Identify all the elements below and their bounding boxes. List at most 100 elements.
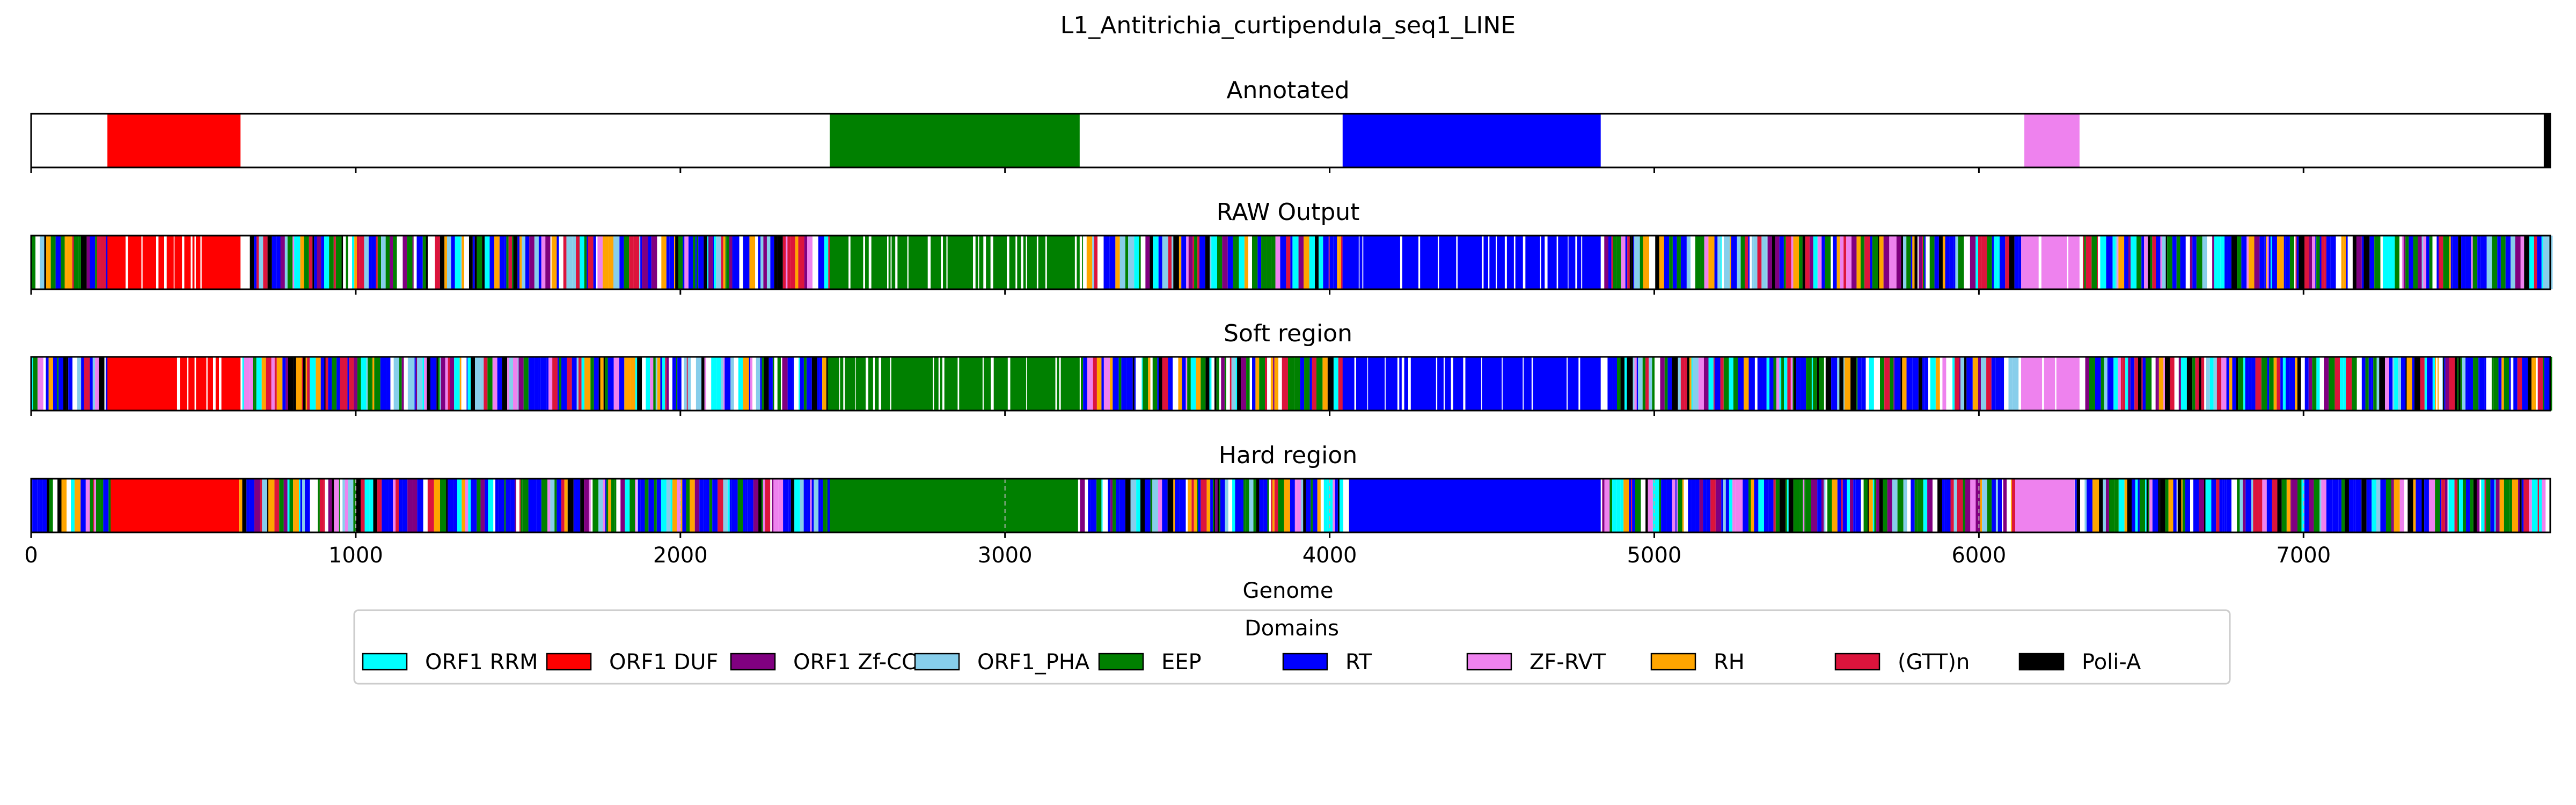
noise-stripe <box>2484 357 2486 411</box>
noise-stripe <box>2473 479 2477 532</box>
noise-stripe <box>332 357 337 411</box>
gap-stripe <box>863 236 865 289</box>
noise-stripe <box>372 357 375 411</box>
noise-stripe <box>724 357 731 411</box>
noise-stripe <box>2014 357 2019 411</box>
noise-stripe <box>1226 357 1230 411</box>
noise-stripe <box>2139 479 2146 532</box>
noise-stripe <box>584 357 591 411</box>
noise-stripe <box>282 357 286 411</box>
noise-stripe <box>729 479 732 532</box>
noise-stripe <box>2282 236 2284 289</box>
noise-stripe <box>2268 236 2271 289</box>
noise-stripe <box>1115 236 1120 289</box>
noise-stripe <box>287 479 290 532</box>
noise-stripe <box>1080 357 1084 411</box>
noise-stripe <box>50 236 56 289</box>
noise-stripe <box>1269 479 1271 532</box>
noise-stripe <box>2429 236 2433 289</box>
noise-stripe <box>462 479 465 532</box>
noise-stripe <box>1958 236 1964 289</box>
noise-stripe <box>2356 236 2362 289</box>
noise-stripe <box>440 236 445 289</box>
noise-stripe <box>650 357 654 411</box>
noise-stripe <box>1659 479 1662 532</box>
gap-stripe <box>895 236 898 289</box>
noise-stripe <box>274 479 280 532</box>
noise-stripe <box>2216 357 2222 411</box>
noise-stripe <box>635 479 637 532</box>
noise-stripe <box>1863 479 1868 532</box>
gap-stripe <box>1362 236 1364 289</box>
noise-stripe <box>1620 357 1625 411</box>
noise-stripe <box>2254 236 2260 289</box>
noise-stripe <box>361 479 365 532</box>
noise-stripe <box>415 357 418 411</box>
noise-stripe <box>1145 236 1150 289</box>
noise-stripe <box>2204 479 2206 532</box>
noise-stripe <box>690 479 695 532</box>
noise-stripe <box>777 357 781 411</box>
noise-stripe <box>826 479 828 532</box>
noise-stripe <box>697 236 699 289</box>
legend-swatch-rt <box>1282 653 1328 671</box>
noise-stripe <box>821 479 823 532</box>
noise-stripe <box>806 357 812 411</box>
noise-stripe <box>1714 236 1718 289</box>
noise-stripe <box>567 357 572 411</box>
noise-stripe <box>302 357 303 411</box>
noise-stripe <box>1655 236 1659 289</box>
noise-stripe <box>1601 357 1608 411</box>
noise-stripe <box>2471 236 2473 289</box>
noise-stripe <box>2361 479 2367 532</box>
noise-stripe <box>1627 357 1633 411</box>
noise-stripe <box>2272 479 2278 532</box>
noise-stripe <box>625 479 630 532</box>
noise-stripe <box>817 357 820 411</box>
noise-stripe <box>1649 236 1656 289</box>
gap-stripe <box>982 357 984 411</box>
noise-stripe <box>590 479 593 532</box>
noise-stripe <box>2295 357 2297 411</box>
noise-stripe <box>468 479 471 532</box>
noise-stripe <box>589 479 591 532</box>
noise-stripe <box>31 357 33 411</box>
noise-stripe <box>1839 357 1843 411</box>
noise-stripe <box>1608 236 1610 289</box>
noise-stripe <box>2500 236 2506 289</box>
panel-raw-output: RAW Output <box>30 199 2553 295</box>
noise-stripe <box>1301 479 1304 532</box>
noise-stripe <box>1805 479 1811 532</box>
noise-stripe <box>2366 479 2369 532</box>
noise-stripe <box>1949 236 1953 289</box>
noise-stripe <box>693 236 696 289</box>
noise-stripe <box>2289 236 2295 289</box>
noise-stripe <box>616 479 621 532</box>
noise-stripe <box>646 357 650 411</box>
noise-stripe <box>1309 236 1315 289</box>
noise-stripe <box>828 236 831 289</box>
panel-title-annotated: Annotated <box>1226 77 1349 104</box>
noise-stripe <box>1678 479 1682 532</box>
noise-stripe <box>1191 479 1194 532</box>
noise-stripe <box>661 479 667 532</box>
noise-stripe <box>1110 357 1113 411</box>
noise-stripe <box>368 357 371 411</box>
noise-stripe <box>1188 236 1193 289</box>
noise-stripe <box>2497 236 2501 289</box>
noise-stripe <box>1717 236 1721 289</box>
noise-stripe <box>2424 479 2426 532</box>
noise-stripe <box>1609 479 1613 532</box>
gap-stripe <box>868 236 872 289</box>
noise-stripe <box>254 479 260 532</box>
noise-stripe <box>1613 357 1617 411</box>
noise-stripe <box>1267 357 1271 411</box>
noise-stripe <box>2185 479 2191 532</box>
noise-stripe <box>1252 357 1256 411</box>
noise-stripe <box>1946 479 1951 532</box>
noise-stripe <box>1775 479 1780 532</box>
noise-stripe <box>1194 236 1198 289</box>
noise-stripe <box>475 357 481 411</box>
noise-stripe <box>2528 357 2532 411</box>
gap-stripe <box>983 236 986 289</box>
